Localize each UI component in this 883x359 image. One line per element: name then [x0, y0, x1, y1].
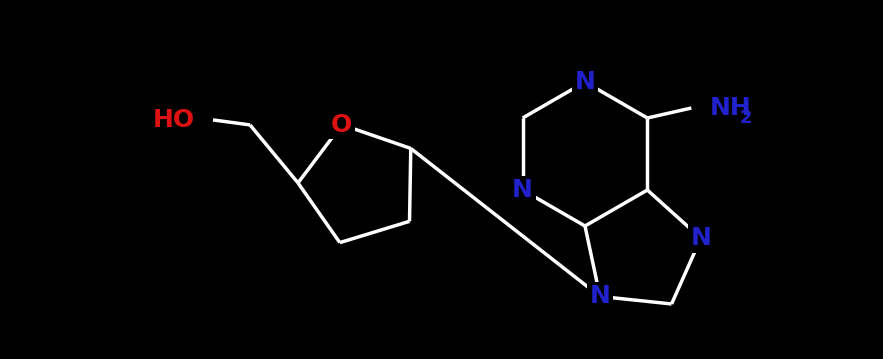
Text: N: N: [512, 178, 533, 202]
Text: NH: NH: [709, 96, 751, 120]
Text: N: N: [691, 226, 712, 250]
Text: HO: HO: [153, 108, 195, 132]
Text: N: N: [590, 284, 610, 308]
Text: 2: 2: [739, 109, 751, 127]
Text: N: N: [575, 70, 595, 94]
Text: O: O: [331, 113, 352, 137]
